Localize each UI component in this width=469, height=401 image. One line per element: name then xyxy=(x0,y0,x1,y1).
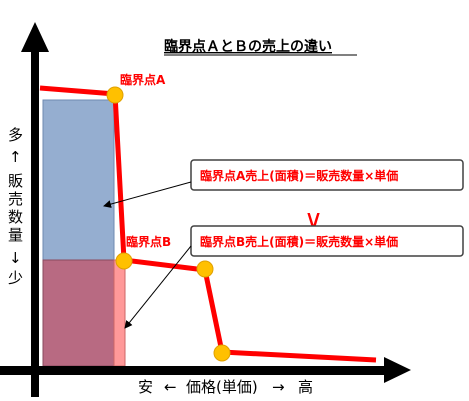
y-axis-top: 多 xyxy=(8,126,23,144)
callout-a-box xyxy=(190,159,464,191)
point-a-label: 臨界点A xyxy=(120,72,166,87)
x-axis-line xyxy=(0,366,388,375)
x-axis-arrow-left: ← xyxy=(164,378,177,396)
area-b-extra-rect xyxy=(113,259,126,367)
point-d-marker xyxy=(213,344,231,362)
point-b-label: 臨界点B xyxy=(126,234,171,249)
point-a-marker xyxy=(106,86,124,104)
y-axis-line xyxy=(31,45,39,397)
callout-b-pointer xyxy=(124,245,192,329)
y-axis-char-4: 量 xyxy=(8,226,23,244)
x-axis-arrow-right: → xyxy=(272,378,285,396)
callout-a-text: 臨界点A売上(面積)＝販売数量×単価 xyxy=(200,168,398,183)
diagram-title: 臨界点ＡとＢの売上の違い xyxy=(164,38,332,55)
area-b-rect xyxy=(42,259,115,367)
point-c-marker xyxy=(196,260,214,278)
x-axis-label: 価格(単価) xyxy=(186,378,258,396)
y-axis-char-1: 販 xyxy=(8,172,23,190)
callout-a-pointer xyxy=(103,181,192,208)
y-axis-char-2: 売 xyxy=(8,190,23,208)
y-axis-arrow-up: ↑ xyxy=(9,148,22,166)
x-axis-left: 安 xyxy=(138,378,153,396)
y-axis-bottom: 少 xyxy=(8,269,23,287)
y-axis-arrowhead xyxy=(21,22,49,52)
y-axis-arrow-down: ↓ xyxy=(9,249,22,267)
point-b-marker xyxy=(115,252,133,270)
callout-b-box xyxy=(190,225,464,257)
callout-b-text: 臨界点B売上(面積)＝販売数量×単価 xyxy=(200,234,398,249)
y-axis-char-3: 数 xyxy=(8,208,23,226)
x-axis-arrowhead xyxy=(384,357,411,383)
x-axis-right: 高 xyxy=(298,378,313,396)
demand-curve xyxy=(39,85,377,363)
